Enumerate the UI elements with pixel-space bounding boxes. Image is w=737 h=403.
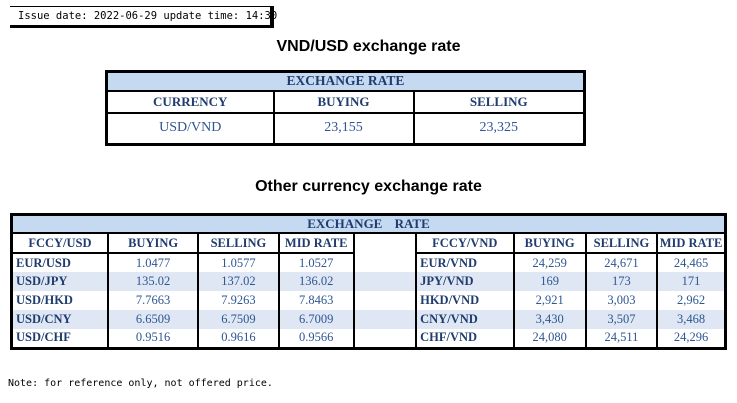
col-header-buying: BUYING xyxy=(272,89,415,114)
mid-rate: 2,962 xyxy=(656,291,727,310)
usd-table-title: VND/USD exchange rate xyxy=(276,38,461,55)
issue-date-text: Issue date: 2022-06-29 update time: 14:3… xyxy=(18,10,278,22)
currency-pair: USD/JPY xyxy=(10,272,109,291)
col-header-buying-vnd: BUYING xyxy=(512,233,587,254)
buying-rate: 0.9516 xyxy=(106,329,200,348)
buying-rate: 135.02 xyxy=(106,272,200,291)
table-band-row: EXCHANGE RATE xyxy=(106,71,585,92)
column-header-row: CURRENCY BUYING SELLING xyxy=(105,89,586,114)
selling-rate: 23,325 xyxy=(412,111,586,146)
exchange-rate-band-label: EXCHANGE RATE xyxy=(11,214,726,234)
currency-pair: EUR/USD xyxy=(10,253,109,272)
col-header-currency: CURRENCY xyxy=(105,89,275,114)
mid-rate: 24,296 xyxy=(656,329,727,348)
buying-rate: 6.6509 xyxy=(106,310,200,329)
currency-pair: JPY/VND xyxy=(415,272,515,291)
selling-rate: 1.0577 xyxy=(197,253,280,272)
mid-rate: 7.8463 xyxy=(277,291,355,310)
column-header-row: FCCY/USD BUYING SELLING MID RATE FCCY/VN… xyxy=(10,233,727,254)
currency-pair: HKD/VND xyxy=(415,291,515,310)
table-row-chf: USD/CHF 0.9516 0.9616 0.9566 CHF/VND 24,… xyxy=(10,329,727,348)
currency-pair: USD/VND xyxy=(105,111,275,146)
currency-pair: USD/CHF xyxy=(10,329,109,348)
buying-rate: 3,430 xyxy=(512,310,587,329)
buying-rate: 169 xyxy=(512,272,587,291)
col-header-selling-usd: SELLING xyxy=(197,233,280,254)
selling-rate: 7.9263 xyxy=(197,291,280,310)
mid-rate: 136.02 xyxy=(277,272,355,291)
spacer-cell xyxy=(352,233,418,253)
col-header-buying-usd: BUYING xyxy=(106,233,200,254)
spacer-cell xyxy=(352,310,418,329)
table-row-hkd: USD/HKD 7.7663 7.9263 7.8463 HKD/VND 2,9… xyxy=(10,291,727,310)
table-row-cny: USD/CNY 6.6509 6.7509 6.7009 CNY/VND 3,4… xyxy=(10,310,727,329)
col-header-selling: SELLING xyxy=(412,89,586,114)
note-text: Note: for reference only, not offered pr… xyxy=(8,378,273,389)
selling-rate: 137.02 xyxy=(197,272,280,291)
selling-rate: 0.9616 xyxy=(197,329,280,348)
mid-rate: 171 xyxy=(656,272,727,291)
mid-rate: 3,468 xyxy=(656,310,727,329)
currency-pair: USD/HKD xyxy=(10,291,109,310)
spacer-cell xyxy=(352,253,418,272)
other-table-title: Other currency exchange rate xyxy=(255,178,482,195)
usd-vnd-exchange-table: EXCHANGE RATE CURRENCY BUYING SELLING US… xyxy=(105,70,586,146)
col-header-selling-vnd: SELLING xyxy=(584,233,659,254)
col-header-midrate-vnd: MID RATE xyxy=(656,233,727,254)
mid-rate: 0.9566 xyxy=(277,329,355,348)
issue-date-box: Issue date: 2022-06-29 update time: 14:3… xyxy=(10,6,278,28)
mid-rate: 24,465 xyxy=(656,253,727,272)
selling-rate: 6.7509 xyxy=(197,310,280,329)
exchange-rate-band-label: EXCHANGE RATE xyxy=(106,71,585,92)
buying-rate: 1.0477 xyxy=(106,253,200,272)
mid-rate: 6.7009 xyxy=(277,310,355,329)
spacer-cell xyxy=(352,272,418,291)
currency-pair: USD/CNY xyxy=(10,310,109,329)
mid-rate: 1.0527 xyxy=(277,253,355,272)
table-row-jpy: USD/JPY 135.02 137.02 136.02 JPY/VND 169… xyxy=(10,272,727,291)
selling-rate: 173 xyxy=(584,272,659,291)
buying-rate: 24,259 xyxy=(512,253,587,272)
selling-rate: 3,507 xyxy=(584,310,659,329)
col-header-midrate-usd: MID RATE xyxy=(277,233,355,254)
spacer-cell xyxy=(352,329,418,348)
col-header-fccy-vnd: FCCY/VND xyxy=(415,233,515,254)
buying-rate: 24,080 xyxy=(512,329,587,348)
spacer-cell xyxy=(352,291,418,310)
other-currency-exchange-table: EXCHANGE RATE FCCY/USD BUYING SELLING MI… xyxy=(10,213,727,350)
currency-pair: CNY/VND xyxy=(415,310,515,329)
buying-rate: 7.7663 xyxy=(106,291,200,310)
table-band-row: EXCHANGE RATE xyxy=(11,214,726,234)
selling-rate: 24,671 xyxy=(584,253,659,272)
selling-rate: 3,003 xyxy=(584,291,659,310)
currency-pair: EUR/VND xyxy=(415,253,515,272)
table-row: USD/VND 23,155 23,325 xyxy=(105,111,586,146)
buying-rate: 23,155 xyxy=(272,111,415,146)
col-header-fccy-usd: FCCY/USD xyxy=(10,233,109,254)
buying-rate: 2,921 xyxy=(512,291,587,310)
table-row-eur: EUR/USD 1.0477 1.0577 1.0527 EUR/VND 24,… xyxy=(10,253,727,272)
selling-rate: 24,511 xyxy=(584,329,659,348)
currency-pair: CHF/VND xyxy=(415,329,515,348)
